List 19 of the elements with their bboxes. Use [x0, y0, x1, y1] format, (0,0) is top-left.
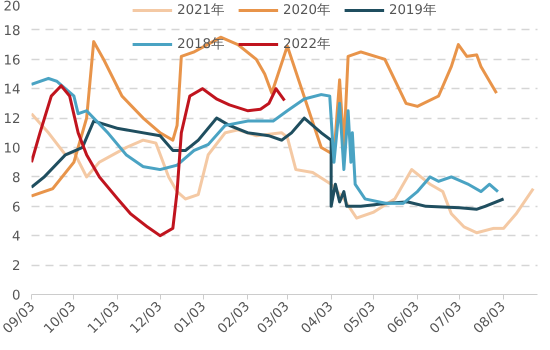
y-tick-label: 8 — [12, 170, 21, 186]
legend-label: 2019年 — [388, 2, 436, 19]
line-series — [32, 76, 500, 205]
y-tick-label: 12 — [4, 112, 21, 128]
legend-label: 2021年 — [177, 2, 224, 19]
legend-label: 2022年 — [283, 36, 330, 53]
y-tick-label: 6 — [12, 200, 21, 216]
line-series — [32, 116, 506, 211]
y-tick-label: 20 — [4, 0, 21, 14]
y-tick-label: 10 — [4, 142, 21, 156]
line-series — [32, 84, 286, 238]
legend-label: 2020年 — [283, 2, 330, 19]
y-tick-label: 4 — [12, 230, 21, 245]
y-tick-label: 2 — [12, 259, 21, 274]
y-tick-label: 14 — [4, 82, 21, 98]
line-series — [32, 36, 498, 198]
y-tick-label: 0 — [12, 288, 21, 304]
y-tick-label: 16 — [4, 53, 21, 68]
y-tick-label: 18 — [4, 24, 21, 39]
